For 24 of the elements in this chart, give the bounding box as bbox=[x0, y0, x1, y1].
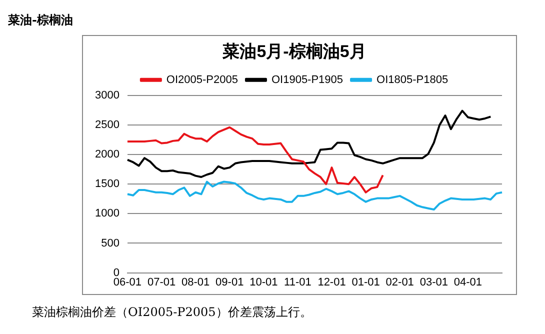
x-tick-label: 01-01 bbox=[352, 276, 380, 288]
y-tick-label: 1500 bbox=[94, 178, 120, 190]
text: 菜油-棕榈油 bbox=[8, 12, 73, 29]
y-tick-label: 0 bbox=[113, 266, 120, 279]
chart-title: 菜油5月-棕榈油5月 bbox=[222, 42, 366, 61]
y-tick-label: 2500 bbox=[94, 119, 120, 131]
x-tick-label: 04-01 bbox=[454, 276, 482, 288]
y-tick-label: 2000 bbox=[94, 148, 120, 161]
legend-label: OI1905-P1905 bbox=[271, 74, 344, 86]
y-tick-label: 500 bbox=[101, 237, 120, 250]
x-tick-label: 06-01 bbox=[113, 276, 142, 288]
legend-label: OI2005-P2005 bbox=[166, 74, 238, 86]
x-tick-label: 02-01 bbox=[386, 276, 414, 288]
text: 菜油棕榈油价差（OI2005-P2005）价差震荡上行。 bbox=[32, 304, 312, 321]
y-tick-label: 1000 bbox=[94, 208, 120, 220]
x-tick-label: 03-01 bbox=[420, 276, 448, 288]
x-tick-label: 10-01 bbox=[250, 276, 278, 288]
x-tick-label: 07-01 bbox=[147, 276, 176, 288]
x-tick-label: 11-01 bbox=[284, 276, 312, 288]
x-tick-label: 09-01 bbox=[216, 276, 244, 288]
x-tick-label: 12-01 bbox=[318, 276, 346, 288]
x-tick-label: 08-01 bbox=[181, 276, 210, 288]
legend-label: OI1805-P1805 bbox=[376, 74, 448, 86]
y-tick-label: 3000 bbox=[94, 89, 120, 102]
